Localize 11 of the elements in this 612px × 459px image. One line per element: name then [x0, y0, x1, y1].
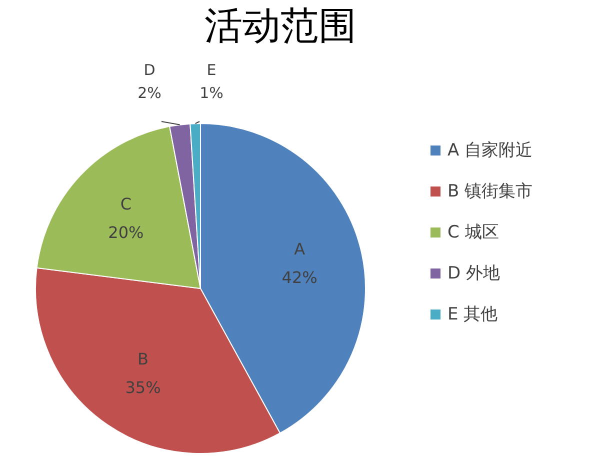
data-label: E 1%	[200, 60, 224, 102]
legend-label: D 外地	[448, 264, 500, 284]
legend-label: A 自家附近	[448, 140, 533, 160]
data-label: C 20%	[108, 194, 144, 242]
data-label: D 2%	[138, 60, 162, 102]
data-label: B 35%	[125, 349, 161, 397]
legend-label: E 其他	[448, 304, 498, 324]
data-label: A 42%	[282, 239, 318, 287]
chart-title: 活动范围	[204, 4, 356, 48]
legend-label: C 城区	[448, 222, 499, 242]
legend-label: B 镇街集市	[448, 182, 533, 202]
